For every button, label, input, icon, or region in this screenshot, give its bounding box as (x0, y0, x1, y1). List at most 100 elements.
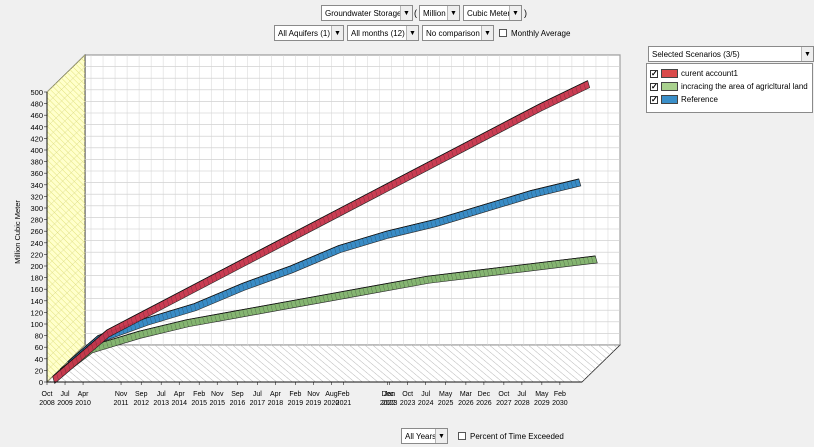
variable-select-value: Groundwater Storage (325, 8, 400, 18)
series-stripe (214, 314, 217, 322)
series-stripe (550, 185, 553, 193)
legend-item[interactable]: ✓ incracing the area of agricltural land (650, 80, 809, 93)
series-stripe (114, 325, 117, 333)
series-stripe (218, 313, 221, 321)
series-stripe (83, 349, 86, 357)
series-stripe (562, 182, 565, 190)
series-stripe (350, 241, 353, 250)
legend-checkbox[interactable]: ✓ (650, 68, 658, 78)
y-tick-label: 280 (30, 216, 43, 225)
aquifers-select[interactable]: All Aquifers (1) ▼ (274, 25, 344, 41)
y-tick-label: 20 (35, 366, 43, 375)
series-stripe (543, 262, 546, 270)
series-stripe (450, 273, 454, 281)
x-tick-month: Sep (231, 391, 244, 398)
series-stripe (126, 319, 130, 327)
scale-select-value: Million (423, 8, 446, 18)
series-stripe (450, 214, 453, 222)
checkbox-box[interactable] (499, 29, 507, 37)
series-stripe (483, 133, 486, 141)
series-stripe (122, 336, 125, 344)
months-select[interactable]: All months (12) ▼ (347, 25, 419, 41)
x-tick-year: 2008 (39, 400, 55, 407)
series-stripe (559, 260, 562, 268)
series-stripe (126, 334, 129, 343)
series-stripe (185, 306, 189, 314)
series-stripe (342, 291, 345, 299)
series-stripe (374, 234, 377, 242)
x-tick-month: Jul (517, 391, 526, 398)
series-stripe (298, 229, 302, 237)
series-stripe (471, 139, 474, 147)
series-stripe (506, 197, 509, 205)
series-stripe (95, 339, 98, 348)
legend-item[interactable]: ✓ curent account1 (650, 67, 809, 80)
series-stripe (451, 149, 454, 157)
series-stripe (122, 321, 125, 329)
legend-checkbox[interactable]: ✓ (650, 94, 658, 104)
x-tick-year: 2019 (306, 400, 322, 407)
series-stripe (402, 227, 405, 235)
y-tick-label: 0 (39, 378, 43, 387)
legend-checkbox[interactable]: ✓ (650, 81, 658, 91)
series-stripe (523, 112, 526, 120)
monthly-average-checkbox[interactable]: Monthly Average (499, 25, 570, 41)
series-stripe (238, 310, 241, 318)
x-tick-year: 2021 (336, 400, 352, 407)
series-stripe (347, 204, 350, 212)
series-stripe (570, 180, 574, 188)
scale-select[interactable]: Million ▼ (419, 5, 460, 21)
series-stripe (346, 290, 350, 298)
series-stripe (178, 321, 181, 329)
series-stripe (165, 312, 169, 320)
x-tick-year: 2013 (153, 400, 169, 407)
gridline-y-side (46, 194, 86, 232)
unit-select[interactable]: Cubic Meter ▼ (463, 5, 522, 21)
variable-select[interactable]: Groundwater Storage ▼ (321, 5, 413, 21)
gridline-y-side (46, 89, 86, 127)
years-select[interactable]: All Years ▼ (401, 428, 448, 444)
series-stripe (158, 302, 162, 310)
x-tick-year: 2026 (476, 400, 492, 407)
series-stripe (535, 105, 538, 113)
series-stripe (546, 186, 549, 194)
series-stripe (510, 266, 514, 274)
series-stripe (383, 185, 386, 193)
series-stripe (403, 175, 406, 183)
x-tick-year: 2024 (418, 400, 434, 407)
series-stripe (210, 275, 214, 283)
gridline-y-side (46, 228, 86, 267)
months-select-value: All months (12) (351, 28, 405, 38)
series-stripe (60, 369, 63, 377)
series-stripe (391, 181, 394, 189)
series-stripe (282, 237, 286, 245)
series-stripe (298, 299, 301, 307)
series-stripe (423, 164, 426, 172)
series-stripe (494, 267, 498, 276)
checkbox-box[interactable] (458, 432, 466, 440)
series-stripe (359, 198, 362, 206)
series-stripe (130, 333, 133, 341)
legend-item[interactable]: ✓ Reference (650, 93, 809, 106)
series-stripe (378, 284, 382, 292)
x-tick-month: Sep (135, 391, 148, 398)
comparison-select[interactable]: No comparison ▼ (422, 25, 494, 41)
series-stripe (302, 227, 306, 235)
gridline-y-side (46, 217, 86, 255)
gridline-y-side (46, 66, 86, 104)
series-stripe (206, 277, 210, 285)
series-stripe (318, 254, 321, 262)
series-stripe (307, 225, 310, 233)
series-stripe (402, 280, 406, 288)
series-stripe (298, 262, 301, 270)
y-tick-label: 80 (35, 332, 43, 341)
percent-exceeded-checkbox[interactable]: Percent of Time Exceeded (458, 428, 564, 444)
series-stripe (555, 260, 558, 268)
series-stripe (494, 201, 497, 209)
monthly-average-label: Monthly Average (511, 28, 571, 38)
gridline-y-side (46, 136, 86, 174)
x-tick-month: Oct (42, 391, 53, 398)
series-stripe (150, 306, 154, 315)
series-stripe (197, 301, 201, 310)
series-stripe (322, 295, 325, 303)
